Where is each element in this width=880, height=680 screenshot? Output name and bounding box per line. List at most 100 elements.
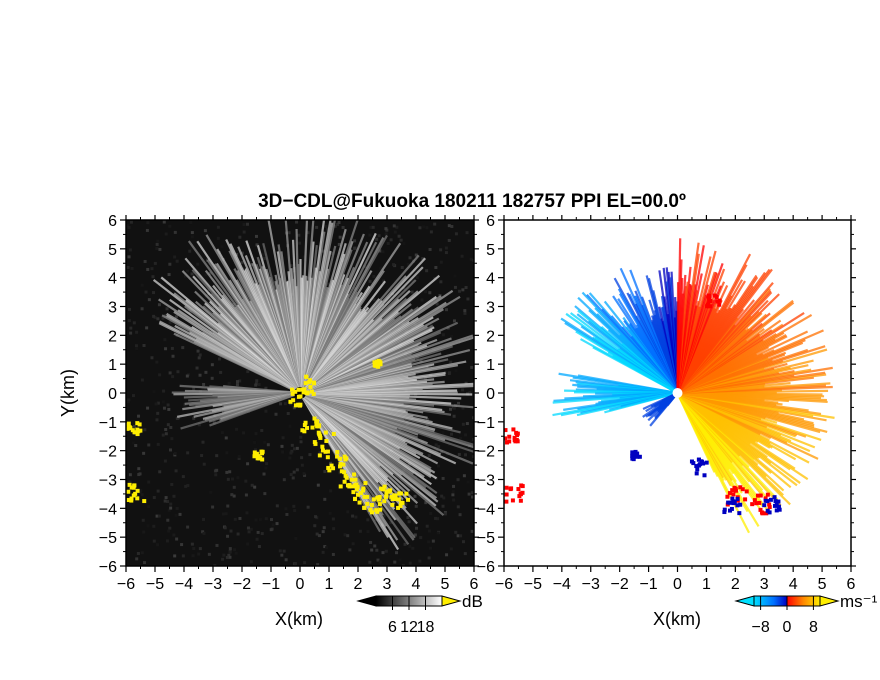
- strong-return-cell: [347, 482, 352, 487]
- noise-speck: [165, 539, 169, 543]
- x-tick-label: 5: [441, 576, 450, 593]
- strong-return-cell: [254, 451, 259, 456]
- strong-return-cell: [393, 496, 398, 501]
- strong-return-cell: [310, 425, 315, 430]
- noise-speck: [208, 271, 212, 275]
- noise-speck: [156, 317, 160, 321]
- noise-speck: [317, 534, 321, 538]
- strong-return-cell: [304, 374, 309, 379]
- velocity-cell: [730, 488, 735, 493]
- noise-speck: [470, 495, 474, 499]
- strong-return-cell: [309, 389, 314, 394]
- noise-speck: [156, 543, 160, 547]
- noise-speck: [158, 247, 162, 251]
- velocity-colorbar-left-arrow: [734, 595, 755, 607]
- noise-speck: [135, 347, 139, 351]
- strong-return-cell: [302, 387, 307, 392]
- y-tick-label: 0: [486, 386, 495, 403]
- strong-return-cell: [353, 484, 358, 489]
- noise-speck: [261, 455, 265, 459]
- strong-return-cell: [374, 508, 379, 513]
- noise-speck: [150, 267, 154, 271]
- noise-speck: [161, 316, 165, 320]
- noise-speck: [393, 230, 397, 234]
- noise-speck: [164, 232, 168, 236]
- noise-speck: [439, 280, 443, 284]
- noise-speck: [462, 474, 466, 478]
- noise-speck: [442, 496, 446, 500]
- noise-speck: [173, 554, 177, 558]
- y-tick-label: −2: [99, 444, 117, 461]
- noise-speck: [168, 320, 172, 324]
- strong-return-cell: [355, 492, 360, 497]
- noise-speck: [126, 224, 130, 228]
- strong-return-cell: [343, 473, 348, 478]
- noise-speck: [321, 530, 325, 534]
- noise-speck: [463, 552, 467, 556]
- noise-speck: [445, 553, 449, 557]
- noise-speck: [215, 468, 219, 472]
- noise-speck: [418, 226, 422, 230]
- noise-speck: [348, 548, 352, 552]
- noise-speck: [263, 257, 267, 261]
- noise-speck: [236, 380, 240, 384]
- noise-speck: [333, 224, 337, 228]
- noise-speck: [315, 225, 319, 229]
- noise-speck: [369, 225, 373, 229]
- strong-return-cell: [338, 484, 343, 489]
- noise-speck: [292, 447, 296, 451]
- noise-speck: [210, 363, 214, 367]
- x-tick-label: −4: [553, 576, 571, 593]
- velocity-cell: [731, 492, 736, 497]
- y-tick-label: 6: [108, 213, 117, 230]
- noise-speck: [254, 234, 258, 238]
- velocity-cell: [768, 497, 773, 502]
- velocity-cell: [722, 507, 727, 512]
- strong-return-cell: [392, 493, 397, 498]
- noise-speck: [173, 255, 177, 259]
- noise-speck: [382, 514, 386, 518]
- velocity-cell: [727, 491, 732, 496]
- noise-speck: [429, 512, 433, 516]
- noise-speck: [155, 242, 159, 246]
- noise-speck: [169, 506, 173, 510]
- velocity-cell: [722, 510, 727, 515]
- noise-speck: [436, 464, 440, 468]
- noise-speck: [143, 561, 147, 565]
- noise-speck: [411, 546, 415, 550]
- noise-speck: [346, 510, 350, 514]
- noise-speck: [184, 484, 188, 488]
- noise-speck: [156, 442, 160, 446]
- noise-speck: [221, 557, 225, 561]
- right-xlabel: X(km): [653, 609, 701, 629]
- noise-speck: [155, 246, 159, 250]
- noise-speck: [192, 547, 196, 551]
- noise-speck: [269, 528, 273, 532]
- velocity-cell: [740, 487, 745, 492]
- noise-speck: [470, 365, 474, 369]
- velocity-cell: [738, 485, 743, 490]
- strong-return-cell: [291, 398, 296, 403]
- noise-speck: [293, 509, 297, 513]
- velocity-cell: [507, 434, 512, 439]
- y-tick-label: −4: [477, 501, 495, 518]
- noise-speck: [146, 406, 150, 410]
- noise-speck: [246, 526, 250, 530]
- noise-speck: [404, 502, 408, 506]
- noise-speck: [289, 264, 293, 268]
- noise-speck: [461, 288, 465, 292]
- velocity-cell: [762, 503, 767, 508]
- noise-speck: [237, 457, 241, 461]
- noise-speck: [303, 561, 307, 565]
- noise-speck: [425, 524, 429, 528]
- strong-return-cell: [406, 497, 411, 502]
- strong-return-cell: [384, 494, 389, 499]
- strong-return-cell: [325, 455, 330, 460]
- noise-speck: [260, 428, 264, 432]
- velocity-cell: [637, 454, 642, 459]
- velocity-cell: [735, 503, 740, 508]
- noise-speck: [429, 230, 433, 234]
- strong-return-cell: [369, 510, 374, 515]
- noise-speck: [140, 551, 144, 555]
- noise-speck: [346, 534, 350, 538]
